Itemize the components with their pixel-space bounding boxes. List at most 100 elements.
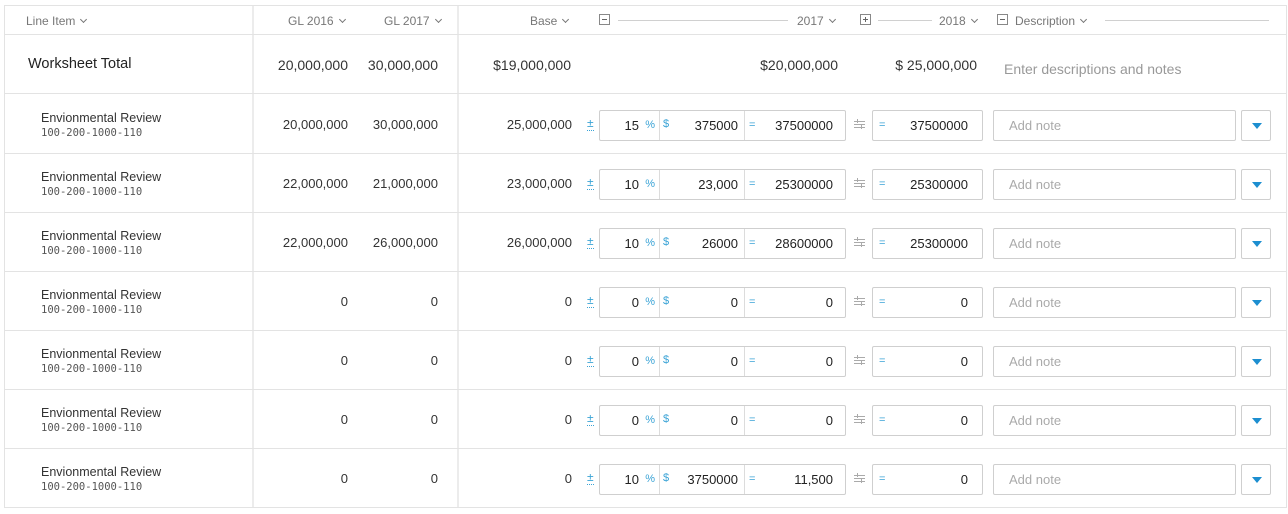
- line-item-name: Envionmental Review: [41, 347, 162, 361]
- equals-symbol: =: [879, 178, 886, 190]
- percent-symbol: %: [645, 119, 655, 131]
- collapse-icon[interactable]: [997, 14, 1008, 25]
- equals-symbol: =: [879, 414, 886, 426]
- y2017-result-field[interactable]: = 28600000: [745, 229, 845, 258]
- gl2017-value: 0: [430, 471, 438, 486]
- adjust-toggle[interactable]: ±: [587, 175, 594, 190]
- row-dropdown-button[interactable]: [1241, 110, 1271, 141]
- dollar-symbol: $: [663, 472, 670, 484]
- base-column-header[interactable]: Base: [530, 14, 570, 28]
- row-dropdown-button[interactable]: [1241, 228, 1271, 259]
- adjust-toggle[interactable]: ±: [587, 293, 594, 308]
- table-header: Line Item GL 2016 GL 2017 Base 2017 2018…: [5, 6, 1286, 35]
- amount-field[interactable]: $ 0: [660, 288, 745, 317]
- y2017-result-field[interactable]: = 0: [745, 406, 845, 435]
- y2018-result-field[interactable]: = 25300000: [872, 228, 983, 259]
- sliders-icon[interactable]: [854, 355, 865, 366]
- y2017-column-header[interactable]: 2017: [797, 14, 836, 28]
- y2018-result-field[interactable]: = 0: [872, 287, 983, 318]
- y2018-result-value: 25300000: [910, 236, 968, 251]
- sliders-icon[interactable]: [854, 237, 865, 248]
- percent-symbol: %: [645, 296, 655, 308]
- y2018-result-field[interactable]: = 0: [872, 464, 983, 495]
- note-input[interactable]: [993, 110, 1236, 141]
- sliders-icon[interactable]: [854, 473, 865, 484]
- line-item-code: 100-200-1000-110: [41, 304, 143, 316]
- sliders-icon[interactable]: [854, 296, 865, 307]
- y2018-result-field[interactable]: = 37500000: [872, 110, 983, 141]
- y2017-result-field[interactable]: = 0: [745, 288, 845, 317]
- y2017-result-field[interactable]: = 11,500: [745, 465, 845, 494]
- gl2016-value: 22,000,000: [282, 176, 348, 191]
- percent-value: 0: [631, 295, 639, 310]
- y2017-result-field[interactable]: = 0: [745, 347, 845, 376]
- note-input[interactable]: [993, 464, 1236, 495]
- worksheet-total-row: Worksheet Total 20,000,000 30,000,000 $1…: [5, 35, 1286, 94]
- adjust-toggle[interactable]: ±: [587, 470, 594, 485]
- y2018-column-header[interactable]: 2018: [939, 14, 978, 28]
- percent-field[interactable]: 10 %: [600, 170, 660, 199]
- y2018-result-field[interactable]: = 0: [872, 346, 983, 377]
- y2017-result-field[interactable]: = 37500000: [745, 111, 845, 140]
- percent-value: 15: [624, 118, 639, 133]
- y2017-result-value: 25300000: [775, 177, 833, 192]
- y2018-result-field[interactable]: = 25300000: [872, 169, 983, 200]
- amount-value: 375000: [694, 118, 738, 133]
- adjust-toggle[interactable]: ±: [587, 116, 594, 131]
- description-placeholder[interactable]: Enter descriptions and notes: [1004, 61, 1182, 77]
- line-item-column-header[interactable]: Line Item: [26, 14, 88, 28]
- base-value: 0: [564, 294, 572, 309]
- row-dropdown-button[interactable]: [1241, 169, 1271, 200]
- note-input[interactable]: [993, 169, 1236, 200]
- base-value: 23,000,000: [506, 176, 572, 191]
- gl2016-value: 0: [340, 294, 348, 309]
- total-base-value: $19,000,000: [493, 57, 571, 73]
- base-value: 25,000,000: [506, 117, 572, 132]
- sliders-icon[interactable]: [854, 119, 865, 130]
- percent-field[interactable]: 15 %: [600, 111, 660, 140]
- equals-symbol: =: [749, 119, 756, 131]
- sliders-icon[interactable]: [854, 414, 865, 425]
- table-row: Envionmental Review 100-200-1000-110 0 0…: [5, 449, 1286, 508]
- amount-field[interactable]: $ 0: [660, 406, 745, 435]
- percent-field[interactable]: 10 %: [600, 229, 660, 258]
- percent-field[interactable]: 0 %: [600, 347, 660, 376]
- adjust-toggle[interactable]: ±: [587, 411, 594, 426]
- note-input[interactable]: [993, 405, 1236, 436]
- table-row: Envionmental Review 100-200-1000-110 22,…: [5, 154, 1286, 213]
- row-dropdown-button[interactable]: [1241, 346, 1271, 377]
- expand-icon[interactable]: [860, 14, 871, 25]
- row-dropdown-button[interactable]: [1241, 464, 1271, 495]
- adjustment-input-group: 10 % $ 26000 = 28600000: [599, 228, 846, 259]
- chevron-down-icon: [970, 15, 978, 24]
- amount-field[interactable]: 23,000: [660, 170, 745, 199]
- y2018-result-field[interactable]: = 0: [872, 405, 983, 436]
- percent-symbol: %: [645, 355, 655, 367]
- equals-symbol: =: [879, 355, 886, 367]
- equals-symbol: =: [749, 473, 756, 485]
- note-input[interactable]: [993, 287, 1236, 318]
- collapse-icon[interactable]: [599, 14, 610, 25]
- amount-field[interactable]: $ 375000: [660, 111, 745, 140]
- gl2016-value: 0: [340, 471, 348, 486]
- amount-field[interactable]: $ 26000: [660, 229, 745, 258]
- row-dropdown-button[interactable]: [1241, 405, 1271, 436]
- gl2017-column-header[interactable]: GL 2017: [384, 14, 442, 28]
- note-input[interactable]: [993, 228, 1236, 259]
- amount-value: 0: [730, 295, 738, 310]
- percent-field[interactable]: 10 %: [600, 465, 660, 494]
- description-column-header[interactable]: Description: [1015, 14, 1088, 28]
- equals-symbol: =: [879, 473, 886, 485]
- sliders-icon[interactable]: [854, 178, 865, 189]
- row-dropdown-button[interactable]: [1241, 287, 1271, 318]
- percent-field[interactable]: 0 %: [600, 406, 660, 435]
- adjust-toggle[interactable]: ±: [587, 352, 594, 367]
- percent-field[interactable]: 0 %: [600, 288, 660, 317]
- gl2016-column-header[interactable]: GL 2016: [288, 14, 346, 28]
- adjust-toggle[interactable]: ±: [587, 234, 594, 249]
- table-row: Envionmental Review 100-200-1000-110 22,…: [5, 213, 1286, 272]
- note-input[interactable]: [993, 346, 1236, 377]
- amount-field[interactable]: $ 3750000: [660, 465, 745, 494]
- amount-field[interactable]: $ 0: [660, 347, 745, 376]
- y2017-result-field[interactable]: = 25300000: [745, 170, 845, 199]
